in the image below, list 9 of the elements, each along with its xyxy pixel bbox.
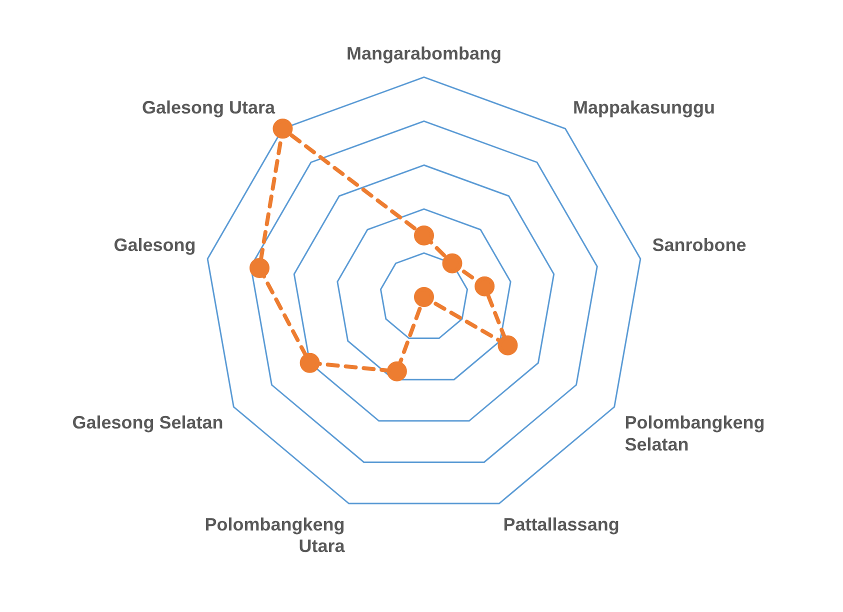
spoke-label: Galesong	[114, 234, 196, 255]
spoke-label: Galesong Utara	[142, 98, 276, 118]
spoke-label: Pattallassang	[503, 514, 620, 535]
spoke-label: Mangarabombang	[346, 43, 502, 64]
spoke-label: Sanrobone	[652, 234, 746, 255]
spoke-label: Polombangkeng Selatan	[624, 412, 765, 454]
spoke-label: Galesong Selatan	[72, 412, 224, 433]
spoke-label: Mappakasunggu	[572, 98, 715, 118]
spoke-label: Polombangkeng Utara	[204, 514, 346, 556]
